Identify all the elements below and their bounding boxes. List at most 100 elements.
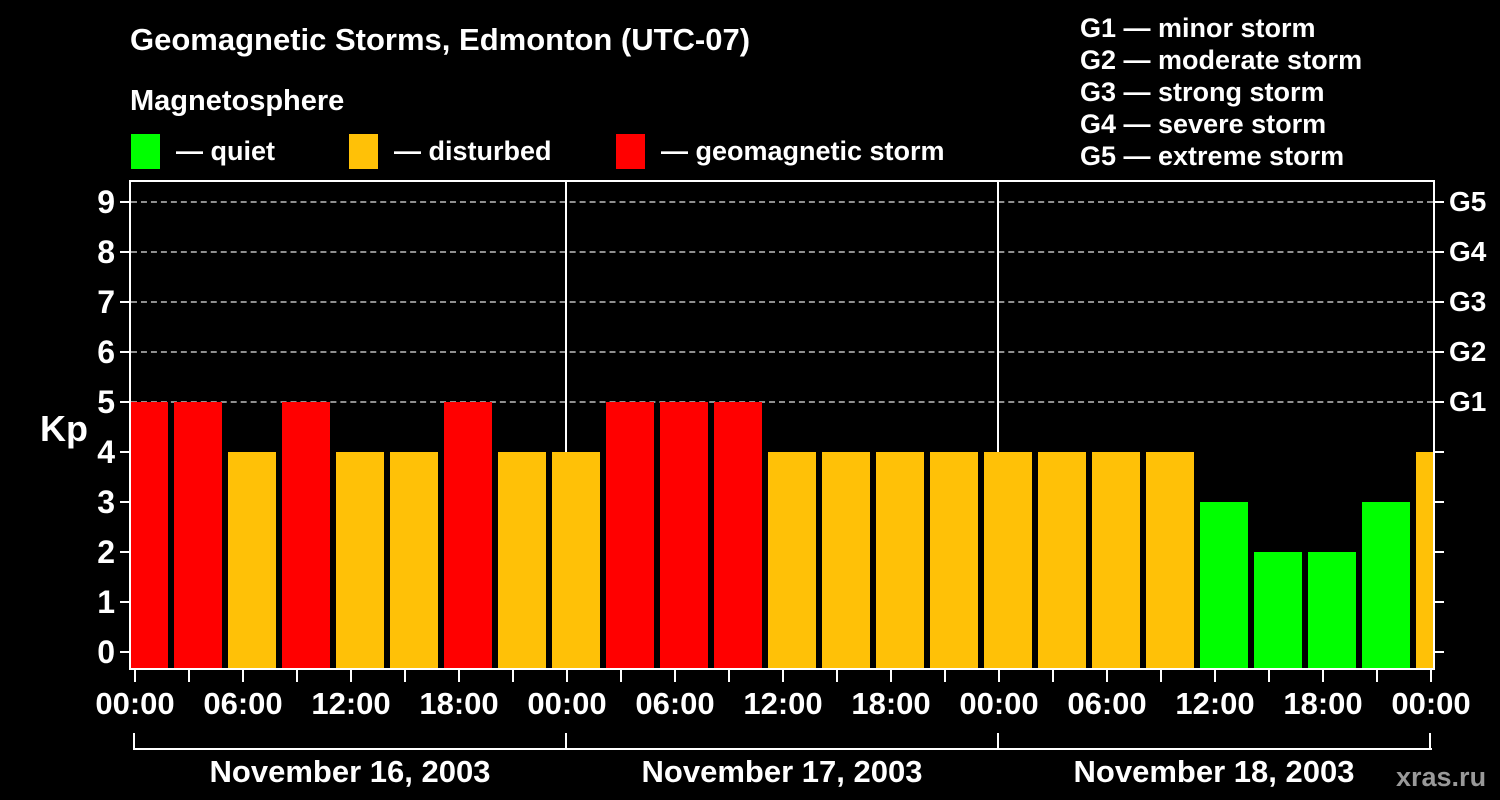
y-tick-left — [120, 301, 129, 303]
kp-bar — [984, 452, 1032, 668]
y-tick-right — [1435, 301, 1444, 303]
gridline-kp8 — [131, 251, 1433, 253]
x-tick — [674, 670, 676, 682]
gridline-kp6 — [131, 351, 1433, 353]
x-tick-label: 00:00 — [527, 686, 607, 721]
y-axis-label: 3 — [97, 484, 115, 520]
status-legend: — quiet — disturbed — geomagnetic storm — [0, 133, 1050, 171]
kp-bar — [1092, 452, 1140, 668]
kp-bar — [131, 402, 168, 668]
legend-item-storm: — geomagnetic storm — [616, 133, 945, 169]
kp-bar — [1416, 452, 1433, 668]
x-tick-label: 06:00 — [1067, 686, 1147, 721]
x-tick — [242, 670, 244, 682]
date-label: November 16, 2003 — [209, 754, 491, 789]
x-tick-label: 18:00 — [419, 686, 499, 721]
gridline-kp5 — [131, 401, 1433, 403]
date-bracket-tick — [997, 733, 999, 750]
date-label: November 18, 2003 — [1073, 754, 1355, 789]
x-tick-label: 00:00 — [95, 686, 175, 721]
y-axis-label: 4 — [97, 434, 115, 470]
x-tick — [566, 670, 568, 682]
y-tick-left — [120, 601, 129, 603]
date-bracket-tick — [565, 733, 567, 750]
y-tick-left — [120, 451, 129, 453]
kp-bar — [930, 452, 978, 668]
date-label: November 17, 2003 — [641, 754, 923, 789]
x-tick — [782, 670, 784, 682]
x-tick-label: 06:00 — [203, 686, 283, 721]
kp-bar — [498, 452, 546, 668]
g-legend-line: G1 — minor storm — [1080, 13, 1316, 43]
y-tick-left — [120, 351, 129, 353]
x-tick — [404, 670, 406, 682]
plot-area: 0 1 2 3 4 5 6 7 8 9 G1 G2 G3 G4 G5 00:00 06:00 12:00 18:00… — [95, 182, 1486, 788]
x-tick-label: 06:00 — [635, 686, 715, 721]
storm-swatch — [616, 133, 645, 169]
date-bracket-tick — [1429, 733, 1431, 750]
y-tick-left — [120, 201, 129, 203]
x-tick-label: 18:00 — [851, 686, 931, 721]
kp-bar — [1146, 452, 1194, 668]
x-tick-label: 18:00 — [1283, 686, 1363, 721]
y-tick-right — [1435, 651, 1444, 653]
legend-item-quiet: — quiet — [131, 133, 275, 169]
x-tick — [512, 670, 514, 682]
x-tick — [728, 670, 730, 682]
kp-bar — [1254, 552, 1302, 668]
g-legend-line: G4 — severe storm — [1080, 109, 1327, 139]
kp-bar — [444, 402, 492, 668]
x-tick-label: 12:00 — [1175, 686, 1255, 721]
page-title: Geomagnetic Storms, Edmonton (UTC-07) — [130, 22, 751, 57]
kp-bar — [174, 402, 222, 668]
y-tick-left — [120, 551, 129, 553]
kp-bar — [390, 452, 438, 668]
kp-bar — [336, 452, 384, 668]
x-tick-label: 12:00 — [743, 686, 823, 721]
day-divider — [565, 182, 567, 668]
date-bracket — [134, 748, 1432, 750]
kp-bar — [1038, 452, 1086, 668]
y-tick-right — [1435, 351, 1444, 353]
y-axis-title: Kp — [40, 408, 88, 449]
y-axis-label: 0 — [97, 634, 115, 670]
x-tick — [1430, 670, 1432, 682]
chart-subtitle: Magnetosphere — [130, 85, 345, 117]
y-axis-label: 6 — [97, 334, 115, 370]
y-tick-left — [120, 401, 129, 403]
watermark: xras.ru — [1396, 762, 1487, 792]
x-tick — [998, 670, 1000, 682]
y-axis-label: 7 — [97, 284, 115, 320]
y-tick-left — [120, 251, 129, 253]
y-axis-label: 1 — [97, 584, 115, 620]
kp-bar — [228, 452, 276, 668]
x-tick — [836, 670, 838, 682]
g-axis-label: G1 — [1449, 386, 1487, 417]
x-tick — [890, 670, 892, 682]
x-tick — [1160, 670, 1162, 682]
x-tick — [188, 670, 190, 682]
kp-bar — [1200, 502, 1248, 668]
x-tick — [620, 670, 622, 682]
legend-label: — disturbed — [394, 135, 552, 166]
y-tick-right — [1435, 451, 1444, 453]
legend-label: — geomagnetic storm — [661, 135, 945, 166]
x-tick — [1106, 670, 1108, 682]
y-axis-label: 2 — [97, 534, 115, 570]
y-tick-left — [120, 501, 129, 503]
kp-bar — [876, 452, 924, 668]
g-axis-label: G3 — [1449, 286, 1487, 317]
g-legend-line: G5 — extreme storm — [1080, 141, 1345, 171]
date-bracket-tick — [133, 733, 135, 750]
g-axis-label: G2 — [1449, 336, 1487, 367]
kp-bar — [552, 452, 600, 668]
x-tick — [296, 670, 298, 682]
g-axis-label: G4 — [1449, 236, 1487, 267]
g-legend-line: G3 — strong storm — [1080, 77, 1325, 107]
plot-frame: 0 1 2 3 4 5 6 7 8 9 G1 G2 G3 G4 G5 00:00 06:00 12:00 18:00… — [95, 180, 1486, 788]
y-axis-label: 9 — [97, 184, 115, 220]
legend-item-disturbed: — disturbed — [349, 133, 552, 169]
y-tick-left — [120, 651, 129, 653]
day-divider — [997, 182, 999, 668]
